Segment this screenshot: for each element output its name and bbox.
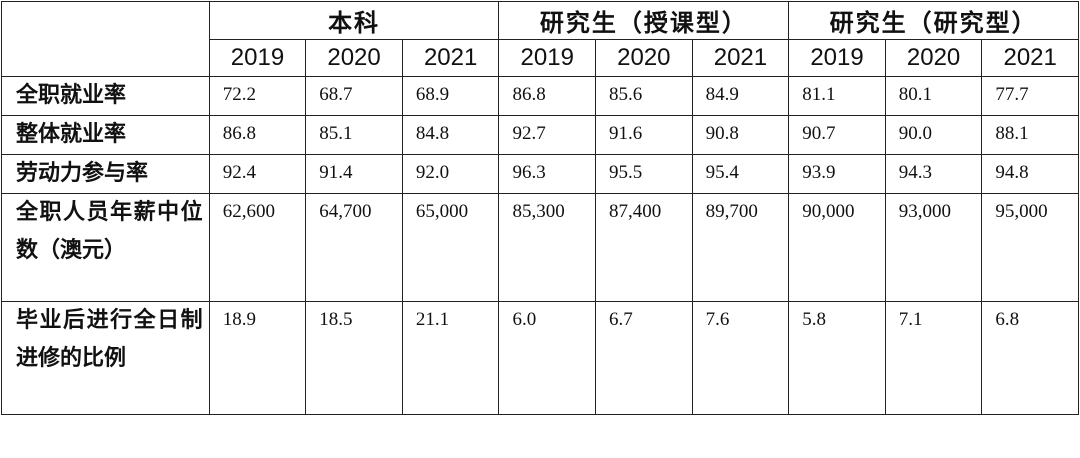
table-cell: 65,000 xyxy=(401,193,500,302)
table-cell: 86.8 xyxy=(498,76,597,116)
table-cell: 92.0 xyxy=(401,154,500,194)
table-cell: 84.8 xyxy=(401,115,500,155)
table-cell: 77.7 xyxy=(981,76,1079,116)
table-cell: 72.2 xyxy=(208,76,307,116)
group-header-row: 本科 研究生（授课型） 研究生（研究型） xyxy=(1,1,1079,77)
table-row: 毕业后进行全日制进修的比例 18.9 18.5 21.1 6.0 6.7 7.6… xyxy=(1,301,1079,415)
table-cell: 91.6 xyxy=(595,115,693,155)
table-cell: 7.6 xyxy=(691,301,790,415)
year-header: 2021 xyxy=(981,39,1079,77)
table-row: 整体就业率 86.8 85.1 84.8 92.7 91.6 90.8 90.7… xyxy=(1,115,1079,155)
table-row: 劳动力参与率 92.4 91.4 92.0 96.3 95.5 95.4 93.… xyxy=(1,154,1079,194)
table-cell: 94.8 xyxy=(981,154,1079,194)
group-header-postgrad-research: 研究生（研究型） xyxy=(788,1,1079,40)
table-cell: 6.0 xyxy=(498,301,597,415)
row-label: 全职人员年薪中位数（澳元） xyxy=(1,193,210,302)
table-cell: 62,600 xyxy=(208,193,307,302)
year-header: 2019 xyxy=(788,39,886,77)
table-cell: 84.9 xyxy=(691,76,790,116)
table-cell: 7.1 xyxy=(884,301,983,415)
group-header-postgrad-coursework: 研究生（授课型） xyxy=(498,1,790,40)
table-cell: 91.4 xyxy=(305,154,403,194)
table-cell: 87,400 xyxy=(595,193,693,302)
graduate-outcomes-table: 本科 研究生（授课型） 研究生（研究型） 2019 2020 2021 2019… xyxy=(1,1,1079,415)
table-cell: 93,000 xyxy=(884,193,983,302)
table-cell: 90.7 xyxy=(788,115,886,155)
year-header: 2020 xyxy=(595,39,693,77)
table-cell: 21.1 xyxy=(401,301,500,415)
year-header: 2020 xyxy=(884,39,983,77)
table-cell: 64,700 xyxy=(305,193,403,302)
table-cell: 5.8 xyxy=(788,301,886,415)
row-label: 全职就业率 xyxy=(1,76,210,116)
year-header: 2021 xyxy=(401,39,500,77)
table-cell: 86.8 xyxy=(208,115,307,155)
year-header: 2021 xyxy=(691,39,790,77)
row-label: 毕业后进行全日制进修的比例 xyxy=(1,301,210,415)
table-cell: 85,300 xyxy=(498,193,597,302)
table-row: 全职就业率 72.2 68.7 68.9 86.8 85.6 84.9 81.1… xyxy=(1,76,1079,116)
year-header: 2019 xyxy=(498,39,597,77)
year-header: 2020 xyxy=(305,39,403,77)
table-cell: 6.8 xyxy=(981,301,1079,415)
table-cell: 95,000 xyxy=(981,193,1079,302)
table-cell: 85.1 xyxy=(305,115,403,155)
table-cell: 68.9 xyxy=(401,76,500,116)
table-cell: 95.5 xyxy=(595,154,693,194)
table-cell: 94.3 xyxy=(884,154,983,194)
table-cell: 95.4 xyxy=(691,154,790,194)
table-cell: 96.3 xyxy=(498,154,597,194)
table-cell: 18.9 xyxy=(208,301,307,415)
table-cell: 6.7 xyxy=(595,301,693,415)
table-cell: 88.1 xyxy=(981,115,1079,155)
table-cell: 68.7 xyxy=(305,76,403,116)
group-header-undergraduate: 本科 xyxy=(208,1,500,40)
table-cell: 90.0 xyxy=(884,115,983,155)
table-cell: 90.8 xyxy=(691,115,790,155)
corner-cell xyxy=(1,1,210,77)
row-label: 劳动力参与率 xyxy=(1,154,210,194)
table-cell: 80.1 xyxy=(884,76,983,116)
year-header: 2019 xyxy=(208,39,307,77)
table-cell: 92.4 xyxy=(208,154,307,194)
table-cell: 85.6 xyxy=(595,76,693,116)
table-row: 全职人员年薪中位数（澳元） 62,600 64,700 65,000 85,30… xyxy=(1,193,1079,302)
table-cell: 90,000 xyxy=(788,193,886,302)
table-cell: 92.7 xyxy=(498,115,597,155)
table-cell: 18.5 xyxy=(305,301,403,415)
table-cell: 81.1 xyxy=(788,76,886,116)
table-cell: 89,700 xyxy=(691,193,790,302)
table-cell: 93.9 xyxy=(788,154,886,194)
row-label: 整体就业率 xyxy=(1,115,210,155)
